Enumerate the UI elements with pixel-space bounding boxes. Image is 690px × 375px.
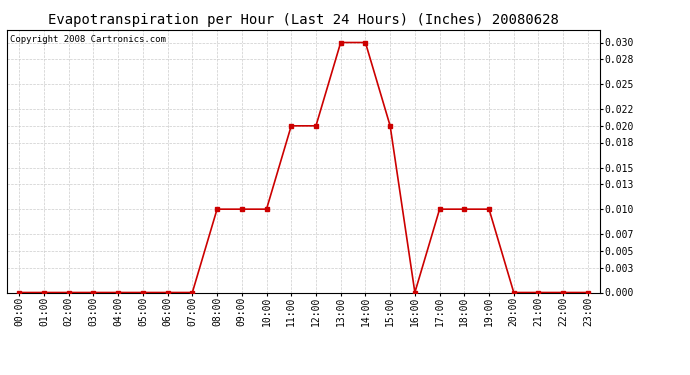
Title: Evapotranspiration per Hour (Last 24 Hours) (Inches) 20080628: Evapotranspiration per Hour (Last 24 Hou… [48,13,559,27]
Text: Copyright 2008 Cartronics.com: Copyright 2008 Cartronics.com [10,35,166,44]
